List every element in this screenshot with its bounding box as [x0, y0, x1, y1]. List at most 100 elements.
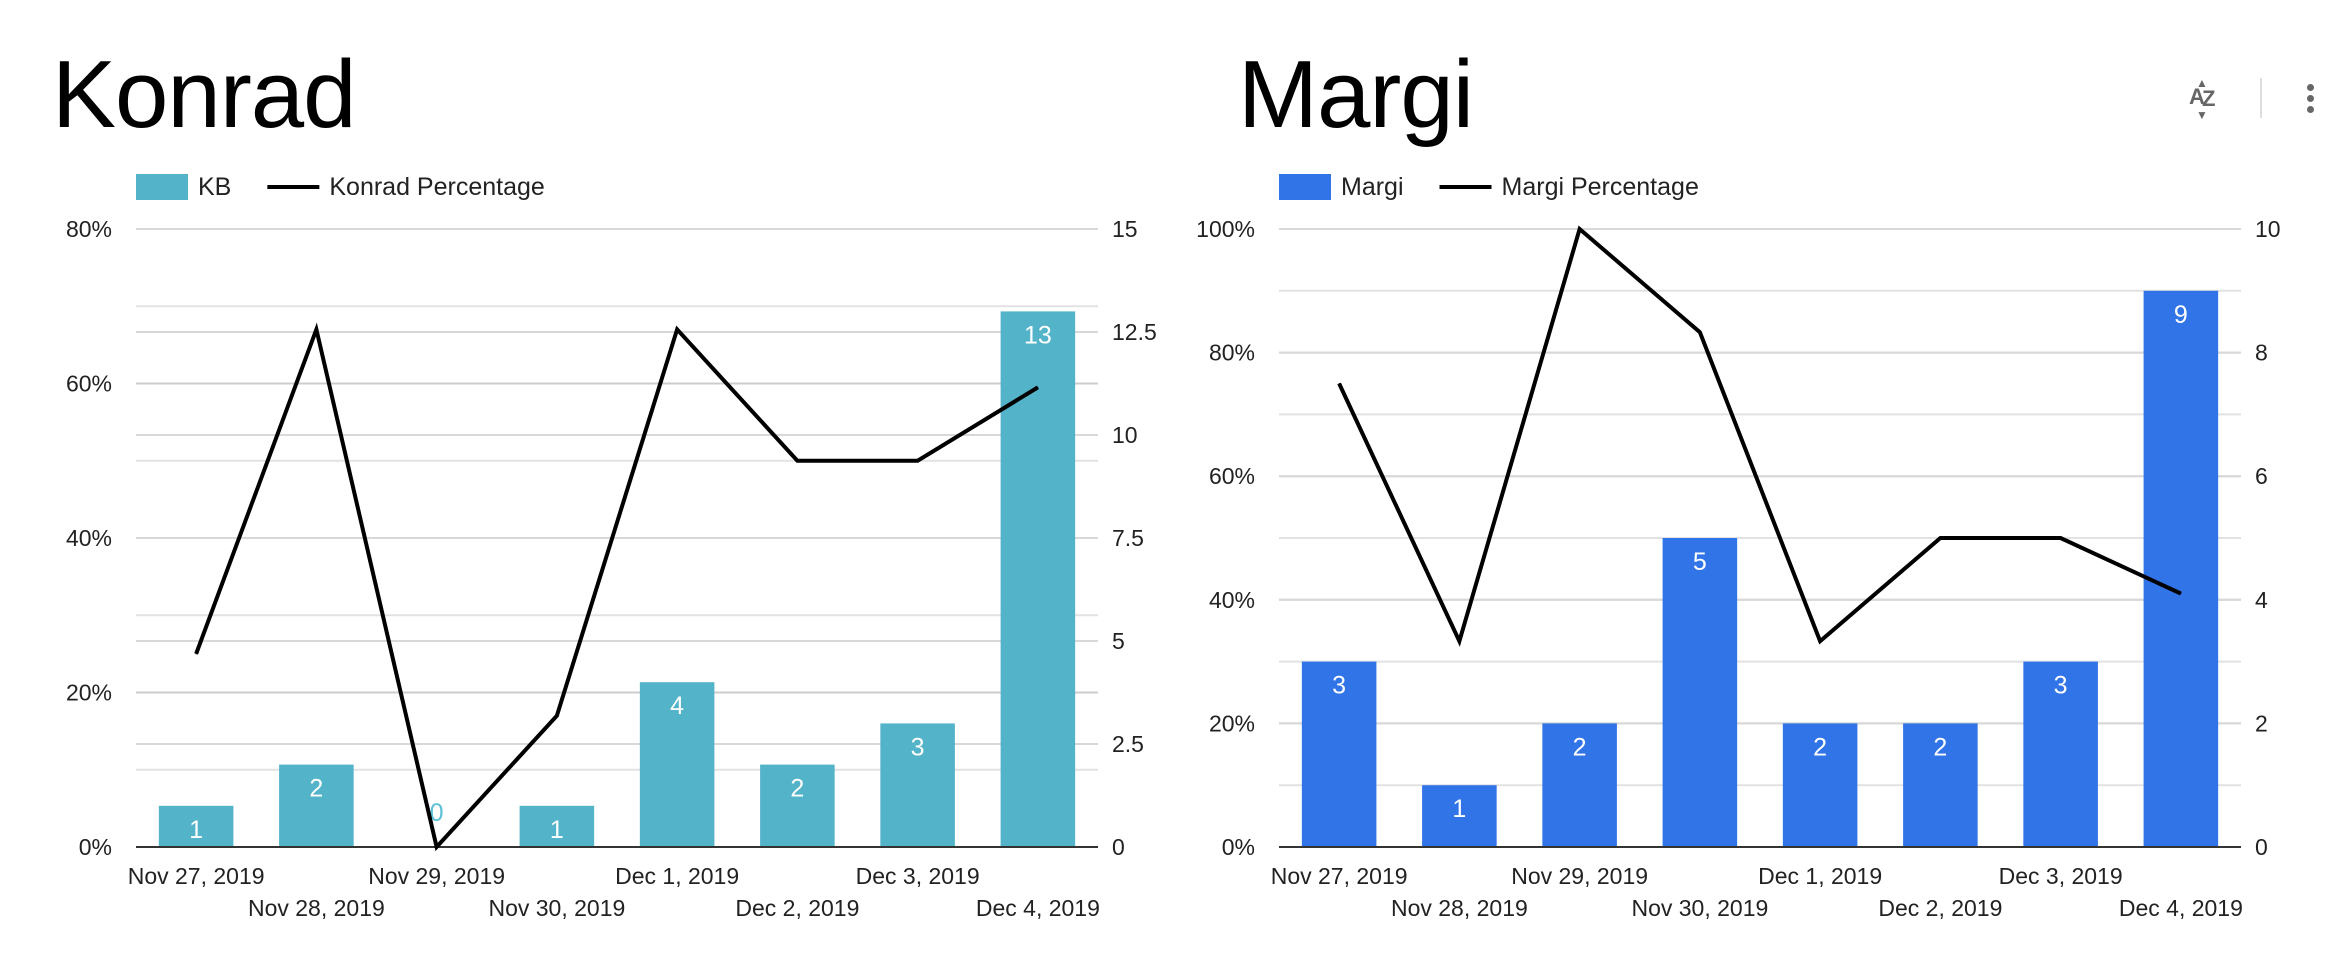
- line-point: [1939, 537, 1941, 539]
- data-label: 1: [189, 816, 203, 844]
- line-point: [315, 328, 317, 330]
- line-point: [1699, 331, 1701, 333]
- line-point: [917, 460, 919, 462]
- line-point: [2060, 537, 2062, 539]
- toolbar-divider: [2260, 78, 2262, 118]
- legend-label: Margi Percentage: [1502, 173, 1699, 201]
- right-axis-tick: 2.5: [1112, 731, 1144, 757]
- x-axis-tick: Dec 4, 2019: [2119, 895, 2243, 921]
- data-label: 1: [550, 816, 564, 844]
- data-label: 3: [911, 733, 925, 761]
- bar: [519, 805, 595, 847]
- bar: [880, 723, 955, 847]
- line-point: [195, 653, 197, 655]
- right-axis-tick: 6: [2255, 463, 2268, 489]
- x-axis-tick: Nov 28, 2019: [248, 895, 385, 921]
- line-point: [2180, 593, 2182, 595]
- right-axis-tick: 15: [1112, 216, 1138, 242]
- x-axis-tick: Nov 28, 2019: [1391, 895, 1528, 921]
- data-label: 4: [670, 692, 684, 720]
- x-axis-tick: Dec 3, 2019: [856, 863, 980, 889]
- x-axis-tick: Nov 27, 2019: [1271, 863, 1408, 889]
- right-axis-tick: 10: [2255, 216, 2281, 242]
- right-axis-tick: 0: [2255, 834, 2268, 860]
- chart-toolbar: ▲ A Z ▼: [2176, 76, 2336, 122]
- left-axis-tick: 100%: [1196, 216, 1255, 242]
- left-axis-tick: 60%: [1209, 463, 1255, 489]
- legend-swatch-bars: [136, 174, 188, 200]
- bar: [279, 764, 354, 847]
- line-point: [1338, 383, 1340, 384]
- x-axis-tick: Dec 2, 2019: [735, 895, 859, 921]
- bar: [1542, 723, 1617, 847]
- line-point: [1819, 640, 1821, 642]
- right-axis-tick: 0: [1112, 834, 1125, 860]
- data-label: 1: [1452, 795, 1466, 823]
- chart-konrad: Konrad 0% 20% 40% 60% 80% 0 2.5 5 7.5 10 12.5 15 1 2 0…: [52, 41, 1157, 921]
- legend: Margi Margi Percentage: [1279, 173, 1699, 201]
- data-label: 2: [790, 775, 804, 803]
- bar: [639, 682, 715, 847]
- line-point: [1037, 386, 1039, 388]
- bar: [1782, 723, 1858, 847]
- x-axis-tick: Dec 3, 2019: [1999, 863, 2123, 889]
- line-point: [556, 715, 558, 717]
- x-axis-tick: Nov 30, 2019: [488, 895, 625, 921]
- chart-konrad-plot: 0% 20% 40% 60% 80% 0 2.5 5 7.5 10 12.5 15 1 2 0 1 4 2 3 13 N…: [66, 173, 1157, 921]
- line-point: [796, 460, 798, 462]
- line-point: [676, 328, 678, 330]
- left-axis-tick: 0%: [79, 834, 112, 860]
- legend: KB Konrad Percentage: [136, 173, 545, 201]
- x-axis-tick: Nov 29, 2019: [368, 863, 505, 889]
- data-label: 3: [2054, 672, 2068, 700]
- data-label: 0: [430, 799, 444, 827]
- right-axis-tick: 5: [1112, 628, 1125, 654]
- data-label: 9: [2174, 301, 2188, 329]
- left-axis-tick: 60%: [66, 371, 112, 397]
- x-axis-tick: Nov 27, 2019: [128, 863, 265, 889]
- chart-title: Konrad: [52, 41, 357, 148]
- right-axis-tick: 8: [2255, 340, 2268, 366]
- more-options-button[interactable]: [2288, 76, 2332, 120]
- bar: [1662, 538, 1738, 847]
- right-axis-tick: 2: [2255, 710, 2268, 736]
- line-point: [1579, 228, 1581, 230]
- legend-label: KB: [198, 173, 231, 201]
- legend-label: Margi: [1341, 173, 1404, 201]
- x-axis-tick: Dec 1, 2019: [615, 863, 739, 889]
- x-axis-tick: Dec 2, 2019: [1878, 895, 2002, 921]
- left-axis-tick: 20%: [1209, 710, 1255, 736]
- legend-label: Konrad Percentage: [329, 173, 544, 201]
- bar: [1301, 661, 1377, 847]
- left-axis-tick: 80%: [1209, 340, 1255, 366]
- bar: [2143, 290, 2219, 847]
- line-point: [436, 846, 438, 848]
- series-line: [1337, 225, 2182, 647]
- bar: [1422, 785, 1497, 847]
- legend-swatch-bars: [1279, 174, 1331, 200]
- right-axis-tick: 4: [2255, 587, 2268, 613]
- left-axis-tick: 40%: [66, 525, 112, 551]
- left-axis-tick: 0%: [1222, 834, 1255, 860]
- bar: [158, 805, 234, 847]
- x-axis-tick: Nov 30, 2019: [1631, 895, 1768, 921]
- right-axis-tick: 10: [1112, 422, 1138, 448]
- sort-button[interactable]: ▲ A Z ▼: [2176, 76, 2232, 122]
- series-line: [194, 322, 1039, 852]
- bar: [1000, 311, 1076, 847]
- right-axis-tick: 7.5: [1112, 525, 1144, 551]
- data-label: 13: [1024, 321, 1052, 349]
- chart-title: Margi: [1238, 41, 1474, 148]
- line-point: [1458, 640, 1460, 642]
- x-axis-tick: Dec 4, 2019: [976, 895, 1100, 921]
- chart-margi-plot: 0% 20% 40% 60% 80% 100% 0 2 4 6 8 10 3 1 2 5 2 2 3 9 Nov 27,…: [1196, 173, 2281, 921]
- more-vert-icon: [2306, 82, 2314, 115]
- data-label: 3: [1332, 672, 1346, 700]
- data-label: 5: [1693, 548, 1707, 576]
- bar: [760, 764, 835, 847]
- left-axis-tick: 80%: [66, 216, 112, 242]
- x-axis-tick: Nov 29, 2019: [1511, 863, 1648, 889]
- data-label: 2: [1573, 733, 1587, 761]
- left-axis-tick: 20%: [66, 680, 112, 706]
- sort-az-icon: ▲ A Z ▼: [2189, 76, 2216, 122]
